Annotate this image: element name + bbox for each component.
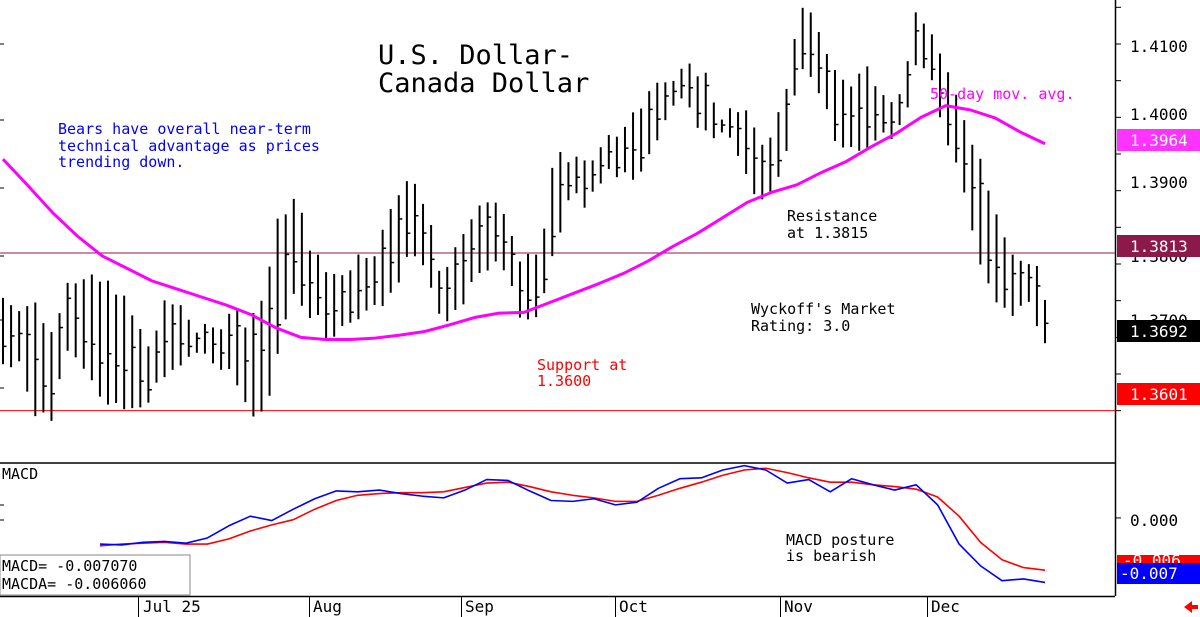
bears-note-line: technical advantage as prices [58, 137, 320, 155]
y-tick-label: 1.3900 [1130, 173, 1188, 192]
macd-legend: MACD= -0.007070 MACDA= -0.006060 [0, 554, 191, 596]
last-price-tag-label: 1.3692 [1130, 322, 1188, 341]
macd-value-tag: -0.007 [1117, 563, 1200, 584]
last-price-tag: 1.3692 [1117, 320, 1200, 342]
macda-legend-value: MACDA= -0.006060 [2, 575, 147, 593]
price-bars [2, 7, 1049, 421]
macd-annotation: is bearish [786, 547, 876, 565]
level-lines [0, 252, 1115, 412]
support-annotation: Support at [537, 356, 627, 374]
resistance-value-tag: 1.3813 [1117, 235, 1200, 257]
macd-legend-box [0, 554, 191, 596]
chart-subtitle: Canada Dollar [378, 68, 589, 99]
support-value-tag: 1.3601 [1117, 383, 1200, 405]
x-tick-label: Oct [619, 597, 648, 616]
x-tick-label: Nov [784, 597, 813, 616]
macda-value-tag: -0.006 [1117, 551, 1200, 570]
price-y-labels: 1.4100 1.4000 1.3900 1.3800 1.3700 [1130, 37, 1188, 330]
macd-tag-bg [1117, 563, 1200, 584]
rating-annotation: Rating: 3.0 [751, 317, 850, 335]
y-tick-label: 1.4100 [1130, 37, 1188, 56]
resistance-tag-label: 1.3813 [1130, 237, 1188, 256]
bears-note-line: Bears have overall near-term [58, 120, 311, 138]
ma-value-tag: 1.3964 [1117, 129, 1200, 151]
support-annotation: 1.3600 [537, 372, 591, 390]
macda-line [99, 467, 1046, 572]
macd-annotation: MACD posture [786, 531, 894, 549]
last-price-tag-bg [1117, 320, 1200, 342]
arrow-left-icon[interactable] [1184, 601, 1198, 613]
support-tag-bg [1117, 383, 1200, 405]
ma-series [1, 104, 1046, 342]
ma-tag-bg [1117, 129, 1200, 151]
ma-tag-label: 1.3964 [1130, 131, 1188, 150]
x-tick-label: Jul 25 [143, 597, 201, 616]
macd-panel-title: MACD [2, 465, 38, 483]
y-tick-label: 1.4000 [1130, 105, 1188, 124]
x-tick-label: Aug [313, 597, 342, 616]
support-tag-label: 1.3601 [1130, 385, 1188, 404]
macd-y-tick-label: 0.000 [1130, 511, 1178, 530]
macd-legend-value: MACD= -0.007070 [2, 557, 137, 575]
macda-tag-bg [1117, 555, 1200, 565]
macd-line [99, 464, 1046, 584]
bears-note-line: trending down. [58, 153, 184, 171]
x-axis-labels: Jul 25 Aug Sep Oct Nov Dec [138, 596, 960, 617]
macda-tag-label: -0.006 [1123, 551, 1181, 570]
macd-tag-label: -0.007 [1120, 564, 1178, 583]
ma-annotation: 50-day mov. avg. [930, 85, 1075, 103]
resistance-annotation: Resistance [787, 207, 877, 225]
x-tick-label: Sep [465, 597, 494, 616]
rating-annotation: Wyckoff's Market [751, 300, 896, 318]
ma-line [1, 104, 1046, 342]
resistance-annotation: at 1.3815 [787, 224, 868, 242]
resistance-tag-bg [1117, 235, 1200, 257]
x-tick-label: Dec [931, 597, 960, 616]
chart-title: U.S. Dollar- [378, 40, 573, 71]
